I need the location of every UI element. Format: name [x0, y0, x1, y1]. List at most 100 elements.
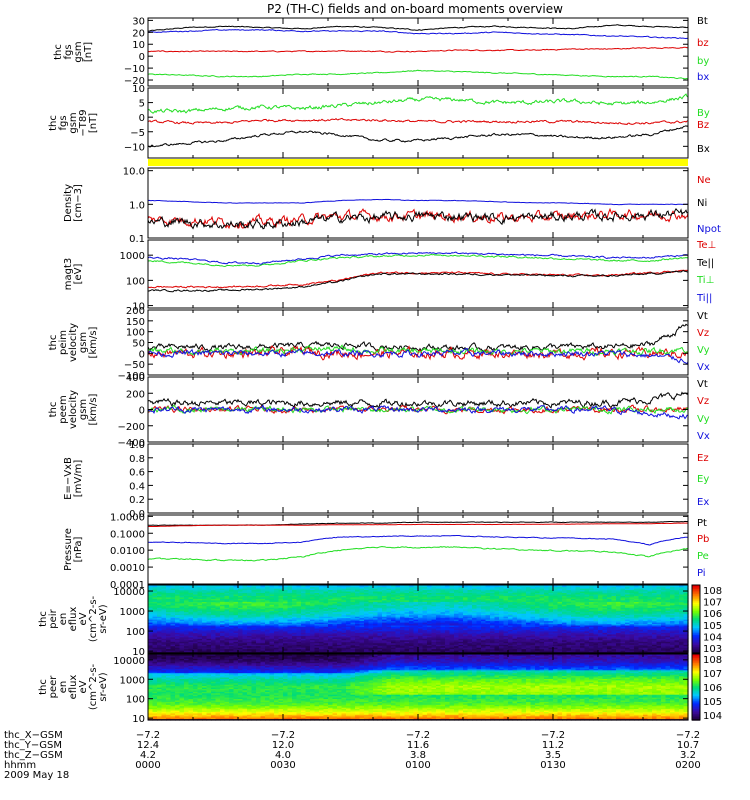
y-tick-label: −5 — [130, 128, 145, 139]
y-tick-label: 0.0 — [129, 509, 145, 520]
y-tick-label: 0 — [139, 113, 145, 124]
y-axis-label: thc peim velocity gsm [km/s] — [48, 323, 99, 362]
y-tick-label: 10000 — [113, 656, 145, 667]
colorbar: 108 107 106 105 104 — [691, 653, 722, 722]
y-tick-label: −100 — [118, 371, 145, 382]
y-axis-label-line: thc — [38, 611, 49, 627]
y-axis-label: E=−VxB [mV/m] — [63, 457, 84, 500]
bottom-row-value: −7.2 — [541, 730, 565, 741]
y-axis-label-line: thc — [48, 402, 59, 418]
y-tick-label: 10 — [132, 302, 145, 313]
legend-entry: Bt — [697, 16, 708, 27]
colorbar-label: 104 — [703, 711, 722, 722]
y-tick-label: −200 — [118, 422, 145, 433]
y-axis-label-line: peem — [58, 395, 69, 423]
colorbar-label: 108 — [703, 586, 722, 597]
legend-entry: By — [697, 108, 710, 119]
bottom-row-value: 10.7 — [677, 740, 699, 751]
bottom-row-value: 11.6 — [407, 740, 429, 751]
y-axis-label-line: Density — [63, 184, 74, 222]
y-axis-label-line: gsm — [78, 399, 89, 420]
bottom-row-value: −7.2 — [406, 730, 430, 741]
y-axis-label: Pressure [nPa] — [63, 528, 84, 571]
y-axis-label-line: (cm^2-s- — [88, 595, 99, 642]
y-axis-label-line: [nT] — [83, 42, 94, 62]
series-pressure-3 — [147, 534, 688, 546]
series-fgs_gsm_t89-2 — [147, 125, 689, 148]
y-tick-label: 100 — [126, 627, 145, 638]
y-axis-label: thc peer en eflux eV (cm^2-s-sr-eV) — [38, 663, 109, 710]
y-tick-label: 0.0100 — [110, 546, 145, 557]
y-axis-label-line: gsm — [73, 41, 84, 62]
legend-entry: Pb — [697, 534, 709, 545]
bottom-row-value: 0100 — [405, 760, 430, 771]
y-axis-label-line: sr-eV) — [98, 672, 109, 701]
y-tick-label: 200 — [126, 306, 145, 317]
legend-entry: bx — [697, 72, 709, 83]
y-axis-label-line: thc — [48, 115, 59, 131]
legend-entry: Te⊥ — [696, 240, 716, 251]
series-density-1 — [147, 208, 689, 230]
legend-entry: Ni — [697, 198, 707, 209]
y-tick-label: −20 — [124, 76, 145, 87]
colorbar-label: 107 — [703, 669, 722, 680]
y-axis-label-line: Pressure — [63, 528, 74, 571]
bottom-row-value: 3.8 — [410, 750, 426, 761]
y-axis-label-line: thc — [48, 335, 59, 351]
y-tick-label: 150 — [126, 317, 145, 328]
y-tick-label: 10 — [132, 714, 145, 725]
legend-entry: Ez — [697, 453, 709, 464]
legend-entry: Ex — [697, 497, 709, 508]
y-axis-label-line: gsm — [68, 112, 79, 133]
series-temperature-2 — [147, 253, 689, 268]
legend-entry: Vx — [697, 362, 710, 373]
panel-peem_velocity: 400 200 0 −200 −400 thc peem velocity gsm [km/s] V… — [48, 373, 710, 449]
series-peim_velocity-3 — [147, 347, 689, 365]
y-axis-label-line: [nPa] — [73, 536, 84, 562]
y-axis-label-line: (cm^2-s- — [88, 663, 99, 710]
axis-frame — [147, 309, 689, 376]
bottom-row-label: thc_Z−GSM — [4, 750, 63, 761]
y-axis-label-line: fgs — [58, 115, 69, 130]
y-axis-label: thc peem velocity gsm [km/s] — [48, 390, 99, 429]
y-tick-label: 0.0001 — [110, 580, 145, 591]
bottom-row-value: 4.2 — [140, 750, 156, 761]
y-tick-label: 1.0000 — [110, 512, 145, 523]
bottom-row-value: 0130 — [540, 760, 565, 771]
legend-entry: Pe — [697, 551, 709, 562]
y-axis-label-line: −T89 — [78, 109, 89, 136]
y-axis-label-line: [cm−3] — [73, 184, 84, 222]
y-axis-label-line: velocity — [68, 390, 79, 429]
y-axis-label-line: thc — [38, 679, 49, 695]
legend-entry: Pt — [697, 518, 707, 529]
y-tick-label: 0.2 — [129, 495, 145, 506]
y-axis-label-line: [nT] — [88, 113, 99, 133]
y-axis-label: thc peir en eflux eV (cm^2-s-sr-eV) — [38, 595, 109, 642]
colorbar-label: 106 — [703, 609, 722, 620]
legend-entry: Te|| — [696, 258, 714, 269]
series-temperature-3 — [147, 251, 689, 265]
colorbar-label: 104 — [703, 632, 722, 643]
series-density-2 — [147, 198, 688, 206]
bottom-row-label: thc_X−GSM — [4, 730, 63, 741]
y-tick-label: 0.1000 — [110, 529, 145, 540]
series-fgs_gsm-3 — [147, 28, 689, 40]
series-peim_velocity-1 — [147, 345, 689, 361]
bottom-row-value: 0200 — [675, 760, 700, 771]
series-fgs_gsm-1 — [147, 46, 689, 53]
y-tick-label: 0.1 — [129, 234, 145, 245]
y-tick-label: 0 — [139, 406, 145, 417]
legend-entry: Ti⊥ — [696, 275, 714, 286]
series-peem_velocity-0 — [147, 391, 689, 409]
figure-title: P2 (TH-C) fields and on-board moments ov… — [267, 2, 563, 16]
legend-entry: by — [697, 56, 709, 67]
y-axis-label-line: peim — [58, 330, 69, 355]
y-axis-label-line: eflux — [68, 675, 79, 700]
panel-e_vxb: 1.0 0.8 0.6 0.4 0.2 0.0 E=−VxB [mV/m] Ez Ey Ex — [63, 440, 709, 520]
series-fgs_gsm-0 — [147, 24, 689, 32]
y-tick-label: 100 — [126, 276, 145, 287]
legend-entry: Vx — [697, 431, 710, 442]
y-axis-label-line: fgs — [63, 44, 74, 59]
